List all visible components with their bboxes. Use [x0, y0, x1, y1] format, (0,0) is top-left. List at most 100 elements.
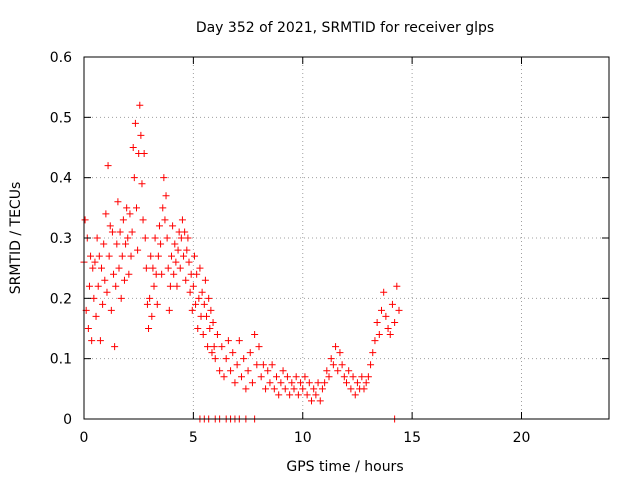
data-point	[193, 270, 201, 278]
data-point	[168, 252, 175, 260]
data-point	[349, 373, 357, 381]
data-point	[145, 325, 153, 332]
data-point	[124, 234, 132, 242]
data-point	[294, 391, 302, 399]
data-point	[218, 343, 226, 351]
data-point	[128, 228, 136, 236]
chart-title: Day 352 of 2021, SRMTID for receiver glp…	[196, 20, 494, 36]
data-point	[248, 379, 256, 387]
data-point	[205, 294, 213, 302]
data-point	[308, 397, 315, 405]
data-point	[106, 222, 114, 230]
data-point	[275, 391, 283, 399]
data-point	[184, 234, 192, 242]
data-point	[362, 379, 370, 387]
data-point	[162, 192, 170, 200]
data-point	[259, 361, 267, 369]
y-tick-label: 0.3	[50, 231, 72, 247]
data-point	[102, 210, 110, 218]
data-point	[105, 252, 113, 260]
data-point	[126, 210, 134, 218]
data-point	[338, 361, 346, 369]
data-point	[117, 294, 125, 302]
data-point	[116, 228, 124, 236]
data-point	[112, 282, 120, 290]
data-point	[92, 312, 100, 320]
data-point	[240, 355, 248, 363]
data-point	[208, 349, 216, 357]
data-point	[244, 367, 252, 375]
data-point	[192, 300, 200, 308]
data-point	[130, 174, 138, 182]
data-point	[163, 234, 171, 242]
data-point	[94, 282, 102, 290]
data-point	[391, 318, 399, 326]
data-point	[195, 294, 203, 302]
data-point	[367, 361, 375, 369]
data-point	[386, 331, 394, 339]
data-point	[96, 337, 104, 345]
data-point	[336, 349, 344, 357]
data-point	[183, 246, 191, 254]
data-point	[148, 312, 156, 320]
y-tick-label: 0.4	[50, 171, 72, 187]
data-point	[147, 252, 155, 260]
data-point	[332, 343, 340, 351]
data-point	[87, 252, 95, 260]
data-point	[227, 367, 235, 375]
data-point	[327, 355, 335, 363]
data-point	[146, 294, 154, 302]
data-point	[100, 240, 108, 248]
data-point	[246, 349, 254, 357]
data-point	[118, 252, 126, 260]
data-point	[141, 234, 149, 242]
data-point	[196, 264, 204, 272]
data-points	[80, 101, 403, 423]
data-point	[171, 240, 179, 248]
data-point	[253, 361, 261, 369]
data-point	[273, 373, 280, 381]
data-point	[343, 379, 350, 387]
data-point	[157, 240, 165, 248]
data-point	[143, 300, 151, 308]
data-point	[170, 270, 178, 278]
data-point	[371, 337, 379, 345]
data-point	[213, 331, 221, 339]
data-point	[340, 373, 348, 381]
data-point	[318, 385, 326, 393]
data-point	[177, 234, 185, 242]
data-point	[209, 318, 217, 326]
grid-lines	[84, 57, 609, 419]
data-point	[89, 264, 97, 272]
data-point	[262, 385, 270, 393]
data-point	[220, 373, 228, 381]
data-point	[231, 379, 239, 387]
x-tick-label: 20	[513, 430, 531, 446]
data-point	[264, 367, 272, 375]
y-tick-label: 0.5	[50, 110, 72, 126]
data-point	[93, 234, 101, 242]
data-point	[159, 204, 167, 212]
data-point	[303, 391, 311, 399]
data-point	[251, 331, 259, 339]
data-point	[266, 379, 274, 387]
axis-ticks: 0 0.1 0.2 0.3 0.4 0.5 0.6 0 5 10 15 20	[50, 50, 609, 446]
data-point	[281, 385, 289, 393]
data-point	[155, 222, 163, 230]
data-point	[292, 373, 300, 381]
data-point	[299, 385, 307, 393]
data-point	[314, 379, 322, 387]
data-point	[288, 379, 296, 387]
data-point	[131, 119, 139, 127]
data-point	[90, 294, 98, 302]
data-point	[186, 288, 194, 296]
data-point	[211, 355, 219, 363]
data-point	[297, 379, 305, 387]
plot-frame	[83, 56, 610, 420]
data-point	[84, 325, 92, 332]
data-point	[238, 373, 245, 381]
data-point	[360, 385, 368, 393]
data-point	[188, 306, 196, 314]
data-point	[242, 385, 250, 393]
data-point	[305, 379, 313, 387]
